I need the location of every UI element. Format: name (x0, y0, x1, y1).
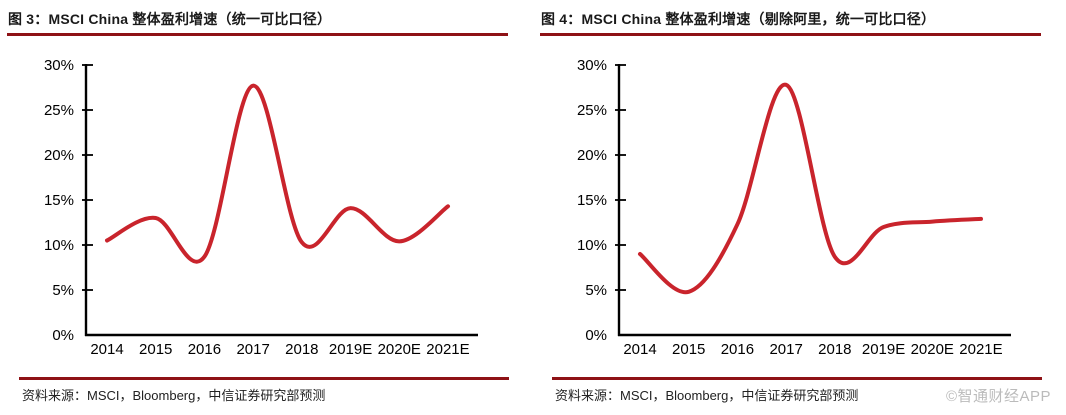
figure-4-title: 图 4：MSCI China 整体盈利增速（剔除阿里，统一可比口径） (541, 11, 936, 27)
x-tick-label: 2014 (90, 341, 123, 358)
x-tick-label: 2016 (721, 341, 754, 358)
earnings-growth-line (105, 83, 450, 264)
figure-3-line-chart: 0% 5% 10% 15% 20% 25% 30% 2014 2015 2016 2017 2018 2… (44, 57, 478, 358)
y-tick-label: 20% (577, 147, 607, 164)
figure-4-title-underline (540, 33, 1041, 36)
y-tick-label: 10% (577, 237, 607, 254)
x-tick-label: 2015 (139, 341, 172, 358)
x-tick-label: 2018 (285, 341, 318, 358)
y-tick-label: 30% (577, 57, 607, 74)
y-tick-label: 10% (44, 237, 74, 254)
figure-4-panel: 图 4：MSCI China 整体盈利增速（剔除阿里，统一可比口径） 0% 5% 1… (533, 0, 1066, 415)
x-tick-label: 2017 (769, 341, 802, 358)
figure-4-source-rule (552, 377, 1042, 380)
figure-3-source-note: 资料来源：MSCI，Bloomberg，中信证券研究部预测 (22, 388, 326, 403)
y-tick-label: 5% (585, 282, 607, 299)
y-tick-label: 5% (52, 282, 74, 299)
figure-4-source-note: 资料来源：MSCI，Bloomberg，中信证券研究部预测 (555, 388, 859, 403)
y-tick-label: 25% (577, 102, 607, 119)
watermark-text: ©智通财经APP (946, 388, 1052, 405)
figure-4-line-chart: 0% 5% 10% 15% 20% 25% 30% 2014 2015 2016 2017 2018 2… (577, 57, 1011, 358)
y-tick-label: 15% (44, 192, 74, 209)
x-tick-label: 2015 (672, 341, 705, 358)
x-tick-label: 2019E (862, 341, 905, 358)
x-tick-label: 2014 (623, 341, 656, 358)
y-tick-label: 25% (44, 102, 74, 119)
x-tick-label: 2020E (911, 341, 954, 358)
y-tick-label: 30% (44, 57, 74, 74)
figure-3-source-rule (19, 377, 509, 380)
y-tick-label: 20% (44, 147, 74, 164)
y-tick-label: 0% (52, 327, 74, 344)
x-tick-label: 2020E (378, 341, 421, 358)
y-tick-label: 15% (577, 192, 607, 209)
figure-3-title: 图 3：MSCI China 整体盈利增速（统一可比口径） (8, 11, 332, 27)
x-tick-label: 2021E (426, 341, 469, 358)
y-tick-label: 0% (585, 327, 607, 344)
x-tick-label: 2019E (329, 341, 372, 358)
x-tick-label: 2021E (959, 341, 1002, 358)
x-tick-label: 2018 (818, 341, 851, 358)
x-tick-label: 2016 (188, 341, 221, 358)
figure-3-panel: 图 3：MSCI China 整体盈利增速（统一可比口径） 0% 5% 10% 15%… (7, 11, 509, 403)
figure-3-title-underline (7, 33, 508, 36)
x-tick-label: 2017 (236, 341, 269, 358)
earnings-growth-line (638, 82, 983, 295)
